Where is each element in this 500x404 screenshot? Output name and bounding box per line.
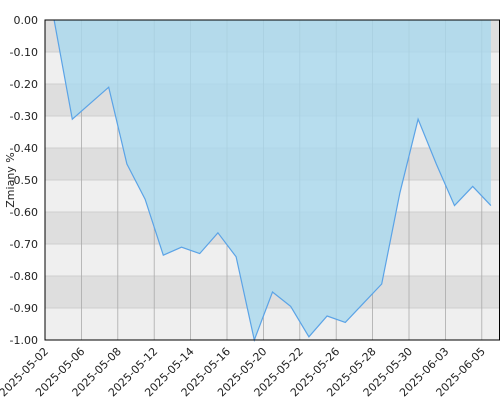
y-tick-label: -0.50: [10, 174, 38, 187]
y-tick-label: -1.00: [10, 334, 38, 347]
y-tick-label: -0.30: [10, 110, 38, 123]
y-tick-label: -0.70: [10, 238, 38, 251]
area: [54, 20, 491, 340]
y-tick-label: -0.20: [10, 78, 38, 91]
y-tick-label: 0.00: [14, 14, 39, 27]
line: [53, 19, 492, 343]
y-tick-label: -0.80: [10, 270, 38, 283]
y-tick-label: -0.40: [10, 142, 38, 155]
y-tick-label: -0.10: [10, 46, 38, 59]
grid-band: [45, 308, 500, 340]
y-axis-label: Zmiany %: [4, 152, 17, 207]
y-tick-label: -0.60: [10, 206, 38, 219]
y-tick-label: -0.90: [10, 302, 38, 315]
